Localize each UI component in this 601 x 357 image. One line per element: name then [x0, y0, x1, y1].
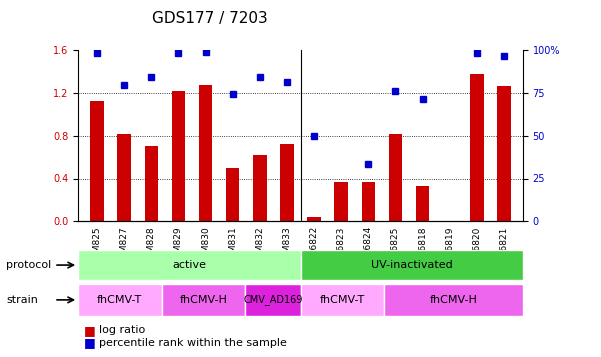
- Text: strain: strain: [6, 295, 38, 305]
- Bar: [117, 134, 131, 221]
- Bar: [90, 101, 104, 221]
- Bar: [172, 91, 185, 221]
- Text: log ratio: log ratio: [99, 325, 145, 335]
- Bar: [389, 134, 402, 221]
- Text: ■: ■: [84, 324, 96, 337]
- Bar: [470, 74, 484, 221]
- Text: protocol: protocol: [6, 260, 51, 270]
- Bar: [497, 86, 511, 221]
- Bar: [226, 168, 239, 221]
- Bar: [199, 85, 212, 221]
- Text: fhCMV-T: fhCMV-T: [97, 295, 142, 305]
- Bar: [362, 182, 375, 221]
- Text: ■: ■: [84, 336, 96, 349]
- FancyBboxPatch shape: [78, 250, 300, 280]
- Text: percentile rank within the sample: percentile rank within the sample: [99, 338, 287, 348]
- Text: fhCMV-T: fhCMV-T: [320, 295, 365, 305]
- Bar: [280, 144, 294, 221]
- FancyBboxPatch shape: [162, 284, 245, 316]
- FancyBboxPatch shape: [384, 284, 523, 316]
- Bar: [145, 146, 158, 221]
- FancyBboxPatch shape: [245, 284, 300, 316]
- Bar: [307, 217, 321, 221]
- Text: GDS177 / 7203: GDS177 / 7203: [153, 11, 268, 26]
- FancyBboxPatch shape: [300, 250, 523, 280]
- Bar: [253, 155, 267, 221]
- Text: active: active: [172, 260, 206, 270]
- Text: UV-inactivated: UV-inactivated: [371, 260, 453, 270]
- Bar: [334, 182, 348, 221]
- Text: CMV_AD169: CMV_AD169: [243, 295, 302, 305]
- FancyBboxPatch shape: [78, 284, 162, 316]
- Bar: [416, 186, 429, 221]
- Text: fhCMV-H: fhCMV-H: [179, 295, 227, 305]
- FancyBboxPatch shape: [300, 284, 384, 316]
- Text: fhCMV-H: fhCMV-H: [430, 295, 477, 305]
